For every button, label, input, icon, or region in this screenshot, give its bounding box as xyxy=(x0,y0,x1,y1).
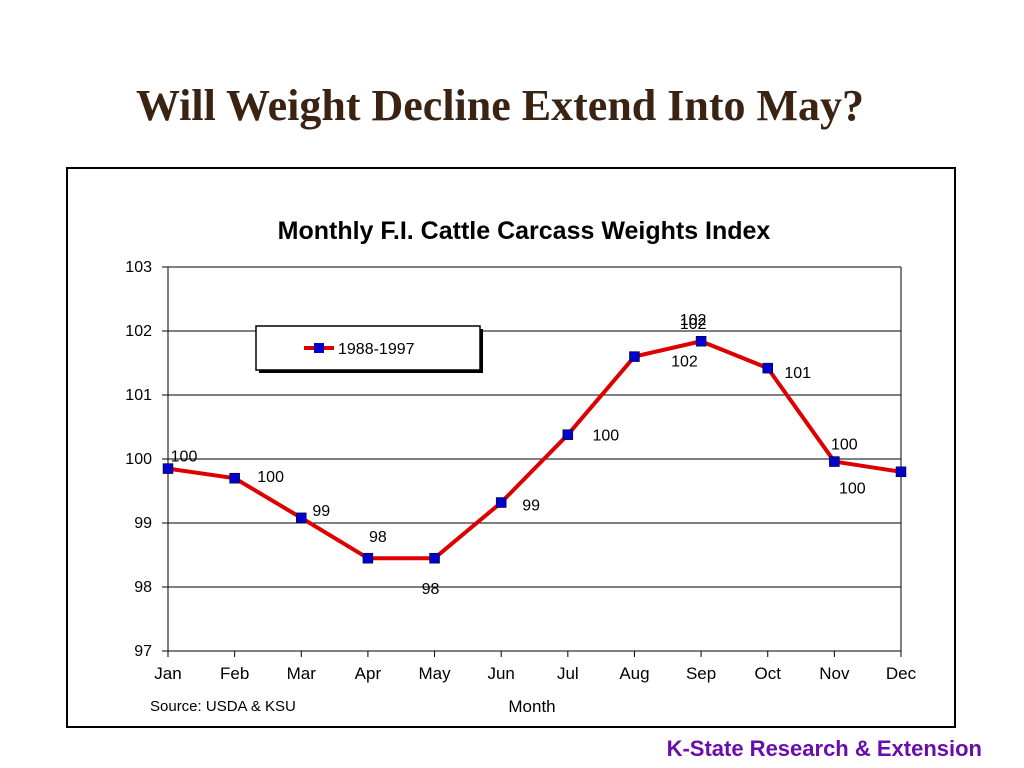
data-label: 100 xyxy=(257,469,284,486)
x-tick-label: Jun xyxy=(487,664,514,683)
y-tick-label: 103 xyxy=(125,259,152,276)
y-tick-label: 102 xyxy=(125,323,152,340)
data-label: 98 xyxy=(369,529,387,546)
chart-title: Monthly F.I. Cattle Carcass Weights Inde… xyxy=(278,217,771,245)
data-label: 99 xyxy=(522,498,540,515)
data-point xyxy=(429,552,440,564)
x-tick-label: May xyxy=(418,664,451,683)
slide-title: Will Weight Decline Extend Into May? xyxy=(135,81,865,130)
data-label: 100 xyxy=(839,481,866,498)
data-point xyxy=(695,335,707,347)
x-tick-label: Aug xyxy=(619,664,649,683)
data-label: 102 xyxy=(680,316,707,333)
footer-credit: K-State Research & Extension xyxy=(666,736,982,761)
y-tick-label: 98 xyxy=(134,579,152,596)
chart-frame: Monthly F.I. Cattle Carcass Weights Inde… xyxy=(66,167,956,728)
data-point xyxy=(495,497,507,508)
data-point xyxy=(162,463,174,474)
data-label: 98 xyxy=(422,581,440,598)
data-label: 100 xyxy=(831,437,858,454)
x-tick-label: Feb xyxy=(220,664,249,683)
data-label: 99 xyxy=(312,503,330,520)
legend-label: 1988-1997 xyxy=(338,341,415,358)
legend-marker xyxy=(314,343,324,353)
x-tick-label: Apr xyxy=(355,664,382,683)
data-label: 100 xyxy=(171,449,198,466)
data-point xyxy=(296,512,307,524)
x-tick-label: Dec xyxy=(886,664,917,683)
data-point xyxy=(629,351,640,362)
data-label: 101 xyxy=(784,365,811,382)
x-tick-label: Jan xyxy=(154,664,181,683)
legend-box xyxy=(255,325,481,371)
data-label: 100 xyxy=(592,428,619,445)
x-tick-label: Mar xyxy=(287,664,317,683)
data-label: 102 xyxy=(671,354,698,371)
data-point xyxy=(562,429,574,440)
x-tick-label: Nov xyxy=(819,664,850,683)
x-tick-label: Jul xyxy=(557,664,579,683)
series-line xyxy=(167,339,902,561)
data-point xyxy=(829,456,840,467)
y-tick-label: 100 xyxy=(125,451,152,468)
data-point xyxy=(362,552,374,564)
line-chart: Monthly F.I. Cattle Carcass Weights Inde… xyxy=(125,217,917,716)
x-tick-label: Sep xyxy=(686,664,716,683)
data-point xyxy=(762,362,773,374)
data-label: 102 xyxy=(680,312,707,329)
x-axis-title: Month xyxy=(508,697,555,716)
data-point xyxy=(895,466,907,478)
y-tick-label: 97 xyxy=(134,643,152,660)
source-label: Source: USDA & KSU xyxy=(150,698,296,715)
x-tick-label: Oct xyxy=(755,664,782,683)
data-point xyxy=(229,472,240,484)
y-tick-label: 101 xyxy=(125,387,152,404)
y-tick-label: 99 xyxy=(134,515,152,532)
